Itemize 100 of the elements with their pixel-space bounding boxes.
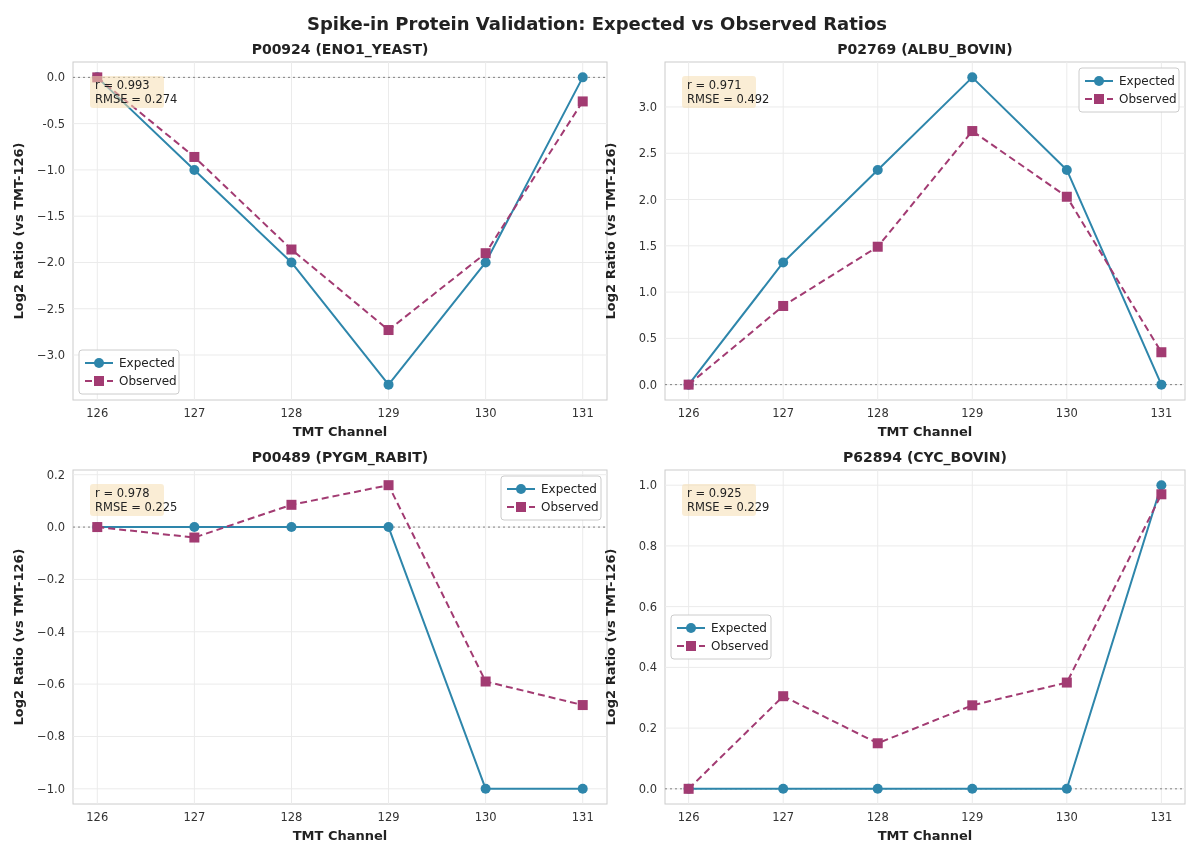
chart-title: P62894 (CYC_BOVIN) xyxy=(843,449,1007,466)
chart-title: P00489 (PYGM_RABIT) xyxy=(251,449,429,466)
x-tick-label: 129 xyxy=(377,810,400,824)
point xyxy=(383,325,394,336)
legend-label: Expected xyxy=(541,482,597,496)
x-tick-label: 130 xyxy=(1055,406,1078,420)
y-tick-label: −1.5 xyxy=(37,209,65,224)
point xyxy=(577,700,588,711)
y-tick-label: −0.2 xyxy=(37,572,65,587)
point xyxy=(1156,480,1167,491)
x-axis-title: TMT Channel xyxy=(292,828,388,843)
point xyxy=(577,783,588,794)
x-tick-label: 131 xyxy=(571,810,594,824)
y-tick-label: −1.0 xyxy=(37,781,65,796)
legend-label: Observed xyxy=(711,639,769,653)
point xyxy=(1156,379,1167,390)
y-tick-label: 0.0 xyxy=(638,377,657,392)
annotation: r = 0.971 RMSE = 0.492 xyxy=(687,78,770,106)
point xyxy=(383,379,394,390)
x-axis-title: TMT Channel xyxy=(877,828,973,843)
x-tick-label: 126 xyxy=(677,406,700,420)
y-tick-label: 0.2 xyxy=(46,467,65,482)
legend-label: Observed xyxy=(541,500,599,514)
y-tick-label: −1.0 xyxy=(37,162,65,177)
y-tick-label: 0.0 xyxy=(46,520,65,535)
y-axis-title: Log2 Ratio (vs TMT-126) xyxy=(11,142,26,320)
point xyxy=(577,72,588,83)
point xyxy=(1061,783,1072,794)
point xyxy=(778,257,789,268)
point xyxy=(383,522,394,533)
point xyxy=(967,126,978,137)
y-tick-label: −0.8 xyxy=(37,729,65,744)
point xyxy=(286,257,297,268)
x-tick-label: 131 xyxy=(1150,406,1173,420)
y-tick-label: −2.5 xyxy=(37,301,65,316)
y-tick-label: 2.5 xyxy=(638,146,657,161)
x-tick-label: 131 xyxy=(1150,810,1173,824)
x-tick-label: 128 xyxy=(280,810,303,824)
point xyxy=(286,244,297,255)
y-tick-label: −0.6 xyxy=(37,677,65,692)
y-tick-label: 0.6 xyxy=(638,599,657,614)
x-tick-label: 128 xyxy=(280,406,303,420)
point xyxy=(872,738,883,749)
point xyxy=(480,248,491,259)
annotation: r = 0.978 RMSE = 0.225 xyxy=(95,486,178,514)
point xyxy=(577,96,588,107)
y-tick-label: −2.0 xyxy=(37,255,65,270)
x-tick-label: 131 xyxy=(571,406,594,420)
point xyxy=(189,151,200,162)
point xyxy=(778,300,789,311)
x-tick-label: 130 xyxy=(474,810,497,824)
point xyxy=(1061,191,1072,202)
y-axis-title: Log2 Ratio (vs TMT-126) xyxy=(603,142,618,320)
point xyxy=(778,691,789,702)
y-tick-label: -0.5 xyxy=(42,116,65,131)
x-tick-label: 129 xyxy=(961,406,984,420)
point xyxy=(967,700,978,711)
y-tick-label: 0.0 xyxy=(638,781,657,796)
legend-label: Expected xyxy=(711,621,767,635)
x-axis-title: TMT Channel xyxy=(292,424,388,439)
x-tick-label: 129 xyxy=(377,406,400,420)
y-tick-label: 0.4 xyxy=(638,660,657,675)
x-tick-label: 126 xyxy=(677,810,700,824)
chart-title: P00924 (ENO1_YEAST) xyxy=(251,41,429,58)
x-tick-label: 126 xyxy=(86,810,109,824)
x-tick-label: 127 xyxy=(772,810,795,824)
y-tick-label: −3.0 xyxy=(37,348,65,363)
point xyxy=(286,522,297,533)
y-tick-label: 1.5 xyxy=(638,238,657,253)
x-tick-label: 126 xyxy=(86,406,109,420)
point xyxy=(189,532,200,543)
y-tick-label: 1.0 xyxy=(638,285,657,300)
point xyxy=(189,164,200,175)
point xyxy=(1061,164,1072,175)
x-tick-label: 130 xyxy=(474,406,497,420)
annotation: r = 0.993 RMSE = 0.274 xyxy=(95,78,178,106)
annotation: r = 0.925 RMSE = 0.229 xyxy=(687,486,770,514)
x-tick-label: 129 xyxy=(961,810,984,824)
x-tick-label: 127 xyxy=(183,810,206,824)
chart-title: P02769 (ALBU_BOVIN) xyxy=(837,41,1013,58)
y-tick-label: 0.8 xyxy=(638,538,657,553)
y-axis-title: Log2 Ratio (vs TMT-126) xyxy=(603,548,618,726)
point xyxy=(286,499,297,510)
y-tick-label: 0.2 xyxy=(638,721,657,736)
point xyxy=(480,676,491,687)
point xyxy=(480,783,491,794)
point xyxy=(189,522,200,533)
point xyxy=(872,241,883,252)
x-axis-title: TMT Channel xyxy=(877,424,973,439)
legend-label: Expected xyxy=(119,356,175,370)
point xyxy=(383,480,394,491)
legend-label: Expected xyxy=(1119,74,1175,88)
y-tick-label: 0.5 xyxy=(638,331,657,346)
point xyxy=(778,783,789,794)
point xyxy=(1061,677,1072,688)
x-tick-label: 130 xyxy=(1055,810,1078,824)
y-tick-label: 1.0 xyxy=(638,478,657,493)
point xyxy=(872,783,883,794)
y-axis-title: Log2 Ratio (vs TMT-126) xyxy=(11,548,26,726)
point xyxy=(1156,489,1167,500)
